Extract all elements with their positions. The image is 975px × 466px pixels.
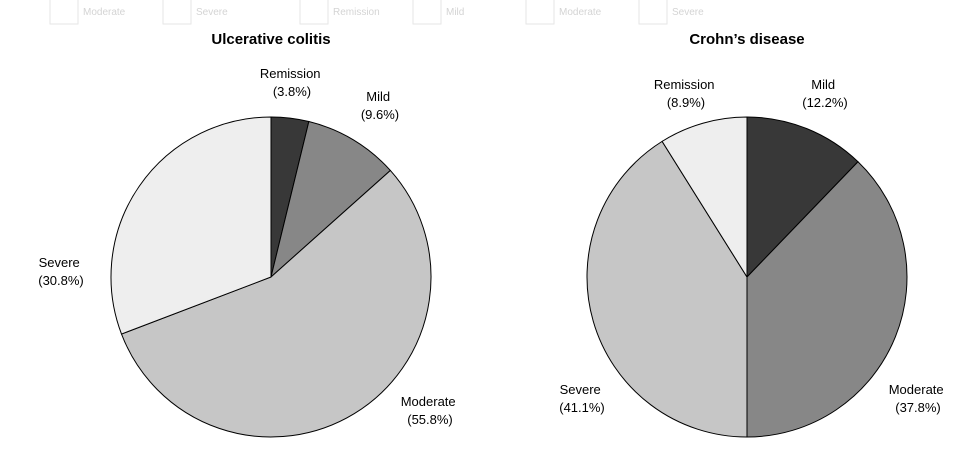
pie-slice-moderate (120, 169, 432, 438)
pie-slice-severe (586, 140, 748, 438)
pie-slices (110, 116, 432, 438)
legend-swatch (49, 0, 79, 25)
faded-legend: Moderate Severe Remission Mild Moderate … (49, 0, 704, 25)
chart-title: Crohn’s disease (689, 31, 804, 48)
pie-chart-crohns-disease: Crohn’s disease Mild (12.2%) Moderate (3… (559, 31, 948, 438)
legend-swatch (412, 0, 442, 25)
pie-slice-severe (110, 116, 272, 335)
slice-label-remission: Remission (3.8%) (260, 66, 324, 99)
pie-slice-mild (270, 120, 392, 279)
pie-slices (586, 116, 908, 438)
legend-label: Severe (672, 7, 704, 18)
legend-label: Remission (333, 7, 380, 18)
slice-label-moderate: Moderate (55.8%) (401, 394, 460, 427)
slice-label-severe: Severe (41.1%) (559, 382, 605, 415)
slice-label-mild: Mild (12.2%) (802, 77, 848, 110)
slice-labels: Mild (12.2%) Moderate (37.8%) Severe (41… (559, 77, 948, 415)
legend-label: Moderate (559, 7, 602, 18)
legend-label: Moderate (83, 7, 126, 18)
slice-label-mild: Mild (9.6%) (361, 89, 399, 122)
pie-slice-moderate (746, 161, 908, 438)
legend-swatch (638, 0, 668, 25)
legend-swatch (162, 0, 192, 25)
slice-labels: Remission (3.8%) Mild (9.6%) Moderate (5… (38, 66, 460, 427)
legend-label: Mild (446, 7, 464, 18)
legend-swatch (299, 0, 329, 25)
pie-slice-remission (661, 116, 748, 279)
chart-title: Ulcerative colitis (211, 31, 330, 48)
slice-label-remission: Remission (8.9%) (654, 77, 718, 110)
slice-label-moderate: Moderate (37.8%) (889, 382, 948, 415)
legend-swatch (525, 0, 555, 25)
pie-slice-mild (746, 116, 859, 279)
legend-label: Severe (196, 7, 228, 18)
pie-chart-ulcerative-colitis: Ulcerative colitis Remission (3.8%) Mild… (38, 31, 460, 438)
slice-label-severe: Severe (30.8%) (38, 255, 84, 288)
